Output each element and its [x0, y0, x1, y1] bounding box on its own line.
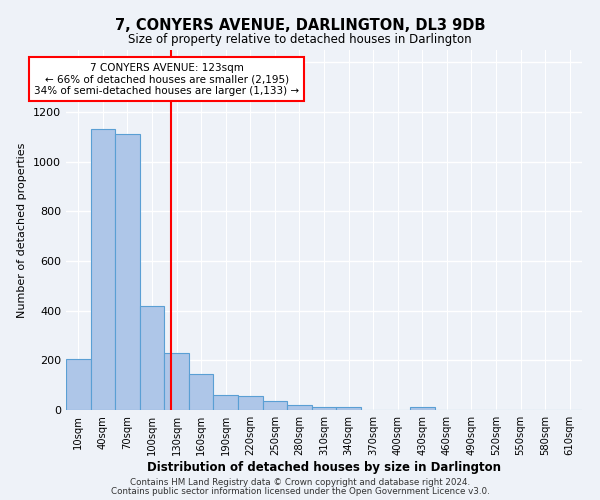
Bar: [263, 402, 287, 410]
Text: Contains public sector information licensed under the Open Government Licence v3: Contains public sector information licen…: [110, 487, 490, 496]
Bar: [140, 306, 164, 410]
Text: 7 CONYERS AVENUE: 123sqm
← 66% of detached houses are smaller (2,195)
34% of sem: 7 CONYERS AVENUE: 123sqm ← 66% of detach…: [34, 62, 299, 96]
Bar: [214, 395, 238, 410]
Bar: [164, 353, 189, 410]
Text: 7, CONYERS AVENUE, DARLINGTON, DL3 9DB: 7, CONYERS AVENUE, DARLINGTON, DL3 9DB: [115, 18, 485, 32]
Bar: [91, 130, 115, 410]
Bar: [189, 374, 214, 410]
Bar: [410, 407, 434, 410]
Bar: [238, 396, 263, 410]
Text: Contains HM Land Registry data © Crown copyright and database right 2024.: Contains HM Land Registry data © Crown c…: [130, 478, 470, 487]
Bar: [115, 134, 140, 410]
Bar: [287, 405, 312, 410]
Bar: [66, 358, 91, 410]
Y-axis label: Number of detached properties: Number of detached properties: [17, 142, 28, 318]
Text: Size of property relative to detached houses in Darlington: Size of property relative to detached ho…: [128, 32, 472, 46]
X-axis label: Distribution of detached houses by size in Darlington: Distribution of detached houses by size …: [147, 460, 501, 473]
Bar: [336, 407, 361, 410]
Bar: [312, 407, 336, 410]
